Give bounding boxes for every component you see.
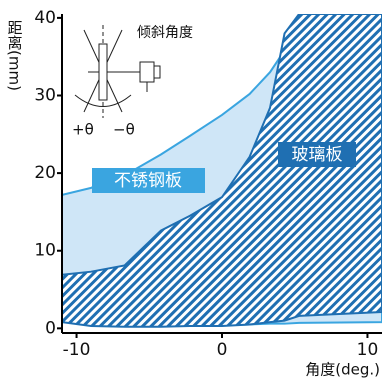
label-box <box>92 168 205 193</box>
area <box>62 14 382 328</box>
y-tick-label: 10 <box>34 241 56 261</box>
inset-diagram <box>74 25 161 118</box>
label-box <box>278 142 356 167</box>
y-axis-label: 距离(mm) <box>6 20 24 91</box>
y-tick-label: 40 <box>34 8 56 28</box>
series-label: 不锈钢板 <box>114 171 182 191</box>
inset-label: −θ <box>113 121 135 139</box>
y-tick-label: 30 <box>34 85 56 105</box>
y-tick-label: 0 <box>45 318 56 338</box>
y-tick-label: 20 <box>34 163 56 183</box>
inset-label: +θ <box>72 121 94 139</box>
x-tick-label: 10 <box>357 340 379 360</box>
series-label: 玻璃板 <box>292 145 343 165</box>
x-axis-label: 角度(deg.) <box>305 361 380 379</box>
inset-title: 倾斜角度 <box>137 25 193 41</box>
x-tick-label: -10 <box>63 340 91 360</box>
x-tick-label: 0 <box>217 340 228 360</box>
